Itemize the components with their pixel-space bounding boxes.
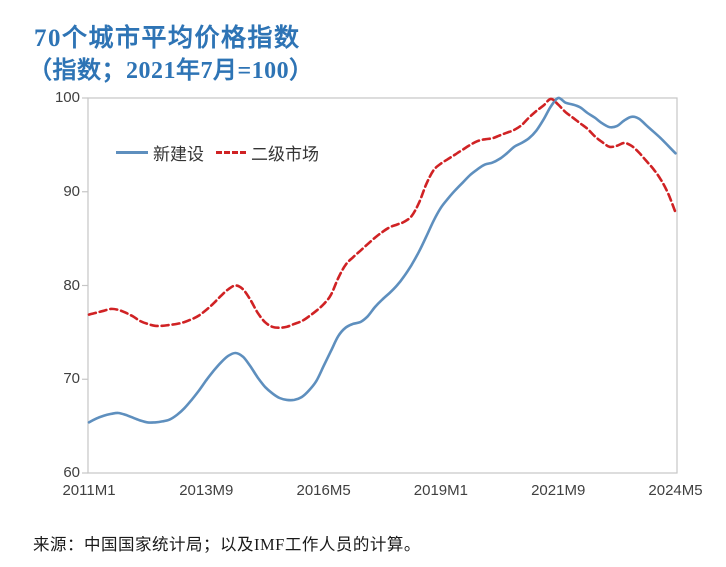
source-note: 来源：中国国家统计局；以及IMF工作人员的计算。: [33, 535, 421, 554]
y-axis-label-80: 80: [63, 276, 80, 294]
legend-label-new-construction: 新建设: [153, 144, 204, 164]
x-axis-label-2013M9: 2013M9: [179, 482, 234, 499]
x-axis-label-2016M5: 2016M5: [296, 482, 351, 499]
y-axis-label-70: 70: [63, 370, 80, 388]
chart-legend: 新建设 二级市场: [116, 139, 319, 165]
new-construction-line: [87, 96, 677, 424]
secondary-market-line: [87, 97, 677, 329]
legend-item-secondary-market: 二级市场: [216, 140, 319, 165]
chart-subtitle: （指数；2021年7月=100）: [28, 58, 314, 84]
x-axis-label-2011M1: 2011M1: [62, 482, 116, 499]
legend-label-secondary-market: 二级市场: [251, 144, 319, 164]
x-axis-label-2019M1: 2019M1: [413, 482, 468, 499]
legend-line-solid-icon: [116, 150, 148, 154]
y-axis-label-60: 60: [63, 464, 80, 481]
chart-title: 70个城市平均价格指数: [34, 25, 301, 52]
y-axis-label-90: 90: [63, 182, 80, 200]
legend-line-dashed-icon: [216, 150, 246, 154]
legend-item-new-construction: 新建设: [116, 140, 204, 165]
y-axis-label-100: 100: [54, 89, 80, 106]
x-axis-label-2024M5: 2024M5: [648, 482, 703, 499]
x-axis-label-2021M9: 2021M9: [531, 482, 586, 499]
